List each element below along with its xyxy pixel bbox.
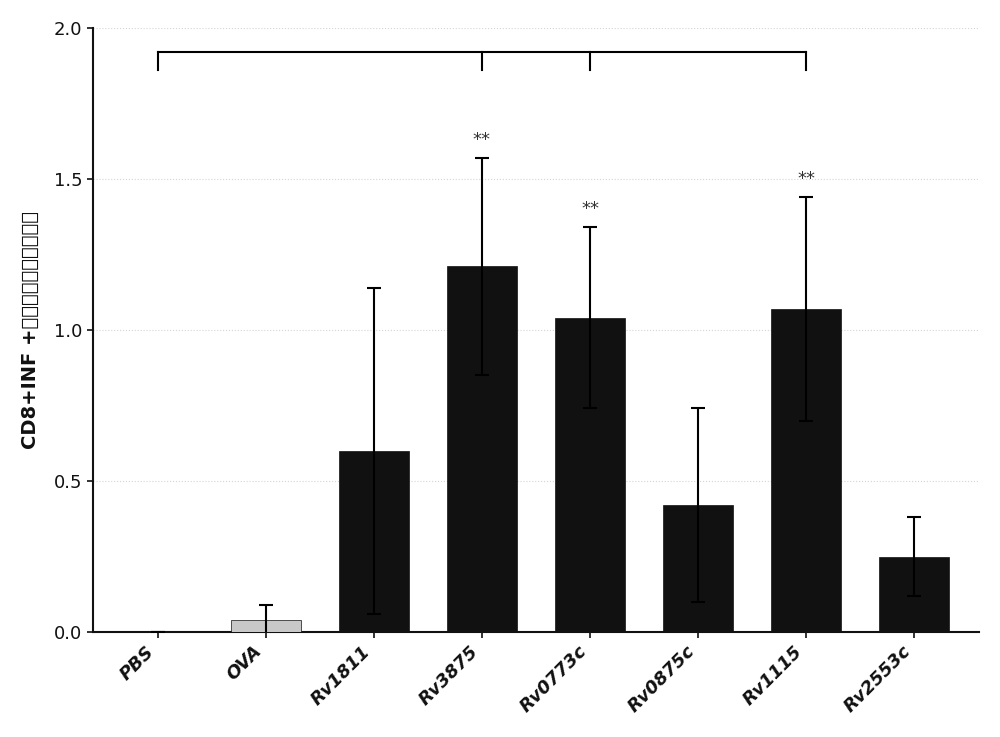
- Text: **: **: [473, 130, 491, 149]
- Bar: [771, 309, 841, 632]
- Bar: [231, 620, 301, 632]
- Bar: [663, 505, 733, 632]
- Y-axis label: CD8+INF +细胞占总细胞数百分比: CD8+INF +细胞占总细胞数百分比: [21, 211, 40, 449]
- Text: **: **: [797, 170, 815, 188]
- Text: **: **: [581, 200, 599, 218]
- Bar: [447, 267, 517, 632]
- Bar: [555, 318, 625, 632]
- Bar: [879, 556, 949, 632]
- Bar: [339, 451, 409, 632]
